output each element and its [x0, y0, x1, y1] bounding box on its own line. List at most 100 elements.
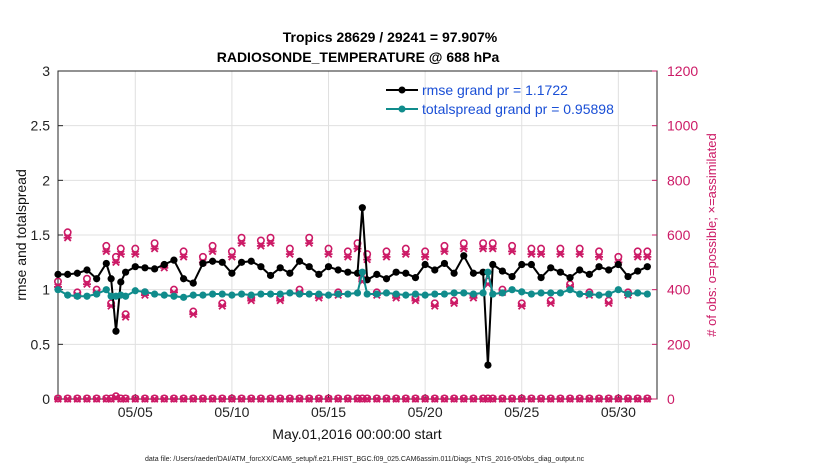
rmse-point [508, 272, 516, 281]
obs-possible-point [382, 247, 391, 256]
obs-possible-point [116, 244, 125, 253]
spread-point [199, 291, 207, 299]
y-tick-label-right: 1200 [667, 63, 698, 79]
rmse-point [305, 263, 313, 271]
spread-point [151, 290, 159, 298]
x-axis-label: May.01,2016 00:00:00 start [272, 426, 442, 442]
obs-assimilated-point [488, 395, 497, 403]
y-tick-label-left: 1 [42, 282, 50, 298]
y-axis-label-right: # of obs: o=possible; ×=assimilated [704, 133, 719, 336]
obs-assimilated-point [276, 395, 285, 403]
line-layer [54, 204, 651, 369]
rmse-point [218, 258, 226, 266]
obs-assimilated-point [363, 395, 372, 403]
rmse-point [624, 272, 632, 281]
y-tick-label-left: 0.5 [31, 336, 51, 352]
obs-assimilated-point [537, 395, 546, 403]
spread-point [484, 268, 492, 276]
obs-possible-point [285, 244, 294, 253]
obs-possible-point [508, 241, 517, 250]
obs-possible-point [53, 277, 62, 286]
rmse-point [450, 269, 458, 277]
spread-point [392, 290, 400, 298]
spread-point [489, 290, 497, 298]
obs-assimilated-point [382, 395, 391, 403]
obs-assimilated-point [411, 296, 420, 305]
y-tick-label-right: 800 [667, 172, 691, 188]
obs-assimilated-point [643, 395, 652, 403]
obs-assimilated-point [102, 247, 111, 256]
x-tick-label: 05/15 [311, 404, 346, 420]
spread-point [421, 291, 429, 299]
spread-point [218, 290, 226, 298]
rmse-point [576, 266, 584, 274]
spread-point [334, 290, 342, 298]
rmse-point [228, 269, 236, 277]
obs-possible-point [208, 241, 217, 250]
obs-assimilated-point [450, 299, 459, 308]
obs-possible-point [643, 247, 652, 256]
spread-point [498, 289, 507, 297]
y-tick-label-right: 1000 [667, 118, 698, 134]
obs-assimilated-point [160, 395, 169, 403]
spread-point [170, 292, 178, 300]
obs-assimilated-point [169, 395, 178, 403]
spread-point [358, 268, 366, 276]
obs-assimilated-point [73, 395, 82, 403]
obs-assimilated-point [121, 395, 130, 403]
rmse-point [151, 265, 159, 273]
rmse-point [537, 274, 545, 282]
obs-assimilated-point [131, 250, 140, 258]
obs-assimilated-point [218, 302, 227, 310]
obs-assimilated-point [227, 395, 236, 403]
obs-assimilated-point [440, 247, 449, 256]
obs-assimilated-point [266, 239, 275, 248]
rmse-point [208, 257, 217, 265]
obs-assimilated-point [430, 395, 439, 403]
obs-possible-point [488, 239, 497, 248]
legend-entry-rmse: rmse grand pr = 1.1722 [422, 82, 568, 98]
rmse-point [498, 267, 507, 275]
obs-assimilated-point [508, 395, 517, 403]
rmse-point [170, 256, 178, 264]
obs-assimilated-point [382, 253, 391, 261]
rmse-point [286, 269, 294, 277]
rmse-point [421, 260, 429, 269]
obs-assimilated-point [237, 395, 246, 403]
obs-possible-point [440, 241, 449, 250]
spread-point [237, 290, 246, 298]
obs-possible-point [527, 244, 536, 253]
spread-point [450, 289, 458, 297]
spread-point [585, 290, 593, 298]
obs-possible-point [575, 244, 584, 253]
rmse-point [595, 263, 603, 271]
spread-point [595, 291, 603, 299]
obs-assimilated-point [556, 250, 565, 258]
obs-possible-point [150, 239, 159, 248]
spread-point [479, 289, 487, 297]
spread-point [373, 290, 381, 298]
spread-point [605, 290, 613, 298]
rmse-point [315, 270, 323, 278]
obs-possible-point [324, 244, 333, 253]
obs-possible-point [421, 247, 430, 256]
rmse-point [402, 269, 410, 277]
obs-assimilated-point [227, 253, 236, 261]
rmse-point [112, 327, 120, 335]
spread-point [469, 290, 478, 298]
legend-entry-spread: totalspread grand pr = 0.95898 [422, 101, 614, 117]
spread-point [382, 289, 391, 297]
obs-possible-point [131, 244, 140, 253]
obs-possible-point [633, 247, 642, 256]
obs-layer [53, 228, 652, 403]
spread-point [64, 291, 72, 299]
x-tick-label: 05/10 [214, 404, 249, 420]
spread-point [54, 286, 62, 294]
obs-assimilated-point [459, 244, 468, 253]
obs-possible-point [256, 236, 265, 245]
obs-assimilated-point [324, 395, 333, 403]
rmse-point [527, 260, 536, 269]
obs-assimilated-point [421, 253, 430, 261]
spread-point [527, 290, 536, 298]
legend-marker-spread [398, 105, 406, 113]
